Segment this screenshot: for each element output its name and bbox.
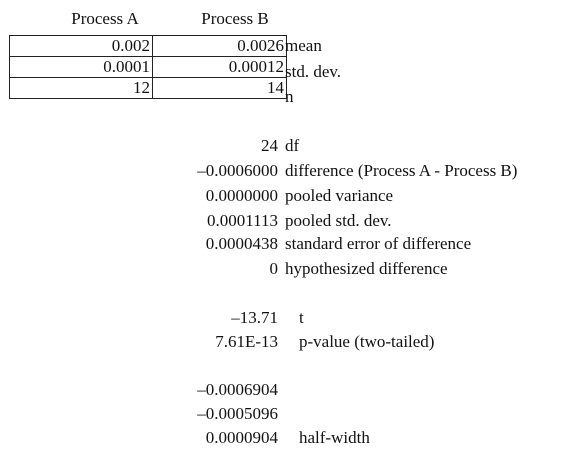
df-label: df (285, 136, 300, 155)
std-dev-process-a-cell[interactable]: 0.0001 (9, 56, 153, 78)
pooled-variance-label: pooled variance (285, 186, 394, 205)
half-width-label: half-width (299, 428, 370, 447)
half-width-value: 0.0000904 (205, 428, 278, 447)
mean-label: mean (285, 36, 322, 55)
t-value: –13.71 (231, 308, 278, 327)
t-label: t (299, 308, 304, 327)
upper-bound-value: –0.0005096 (197, 404, 278, 423)
mean-process-a-cell[interactable]: 0.002 (9, 35, 153, 57)
p-value: 7.61E-13 (215, 332, 278, 351)
header-process-a: Process A (71, 9, 139, 28)
standard-error-value: 0.0000438 (205, 234, 278, 253)
pooled-std-dev-value: 0.0001113 (207, 211, 278, 230)
table-row-n: 12 14 (9, 77, 287, 99)
pooled-std-dev-label: pooled std. dev. (285, 211, 392, 230)
input-table: 0.002 0.0026 0.0001 0.00012 12 14 (9, 35, 287, 99)
std-dev-process-b-cell[interactable]: 0.00012 (152, 56, 287, 78)
pooled-variance-value: 0.0000000 (205, 186, 278, 205)
p-value-label: p-value (two-tailed) (299, 332, 435, 351)
n-process-a-cell[interactable]: 12 (9, 77, 153, 99)
mean-process-b-cell[interactable]: 0.0026 (152, 35, 287, 57)
n-process-b-cell[interactable]: 14 (152, 77, 287, 99)
difference-value: –0.0006000 (197, 161, 278, 180)
standard-error-label: standard error of difference (285, 234, 472, 253)
std-dev-label: std. dev. (285, 62, 342, 81)
lower-bound-value: –0.0006904 (197, 380, 278, 399)
header-process-b: Process B (201, 9, 269, 28)
difference-label: difference (Process A - Process B) (285, 161, 518, 180)
n-label: n (285, 87, 294, 106)
hypothesized-difference-label: hypothesized difference (285, 259, 448, 278)
table-row-mean: 0.002 0.0026 (9, 35, 287, 57)
df-value: 24 (261, 136, 278, 155)
table-row-std-dev: 0.0001 0.00012 (9, 56, 287, 78)
hypothesized-difference-value: 0 (269, 259, 279, 278)
